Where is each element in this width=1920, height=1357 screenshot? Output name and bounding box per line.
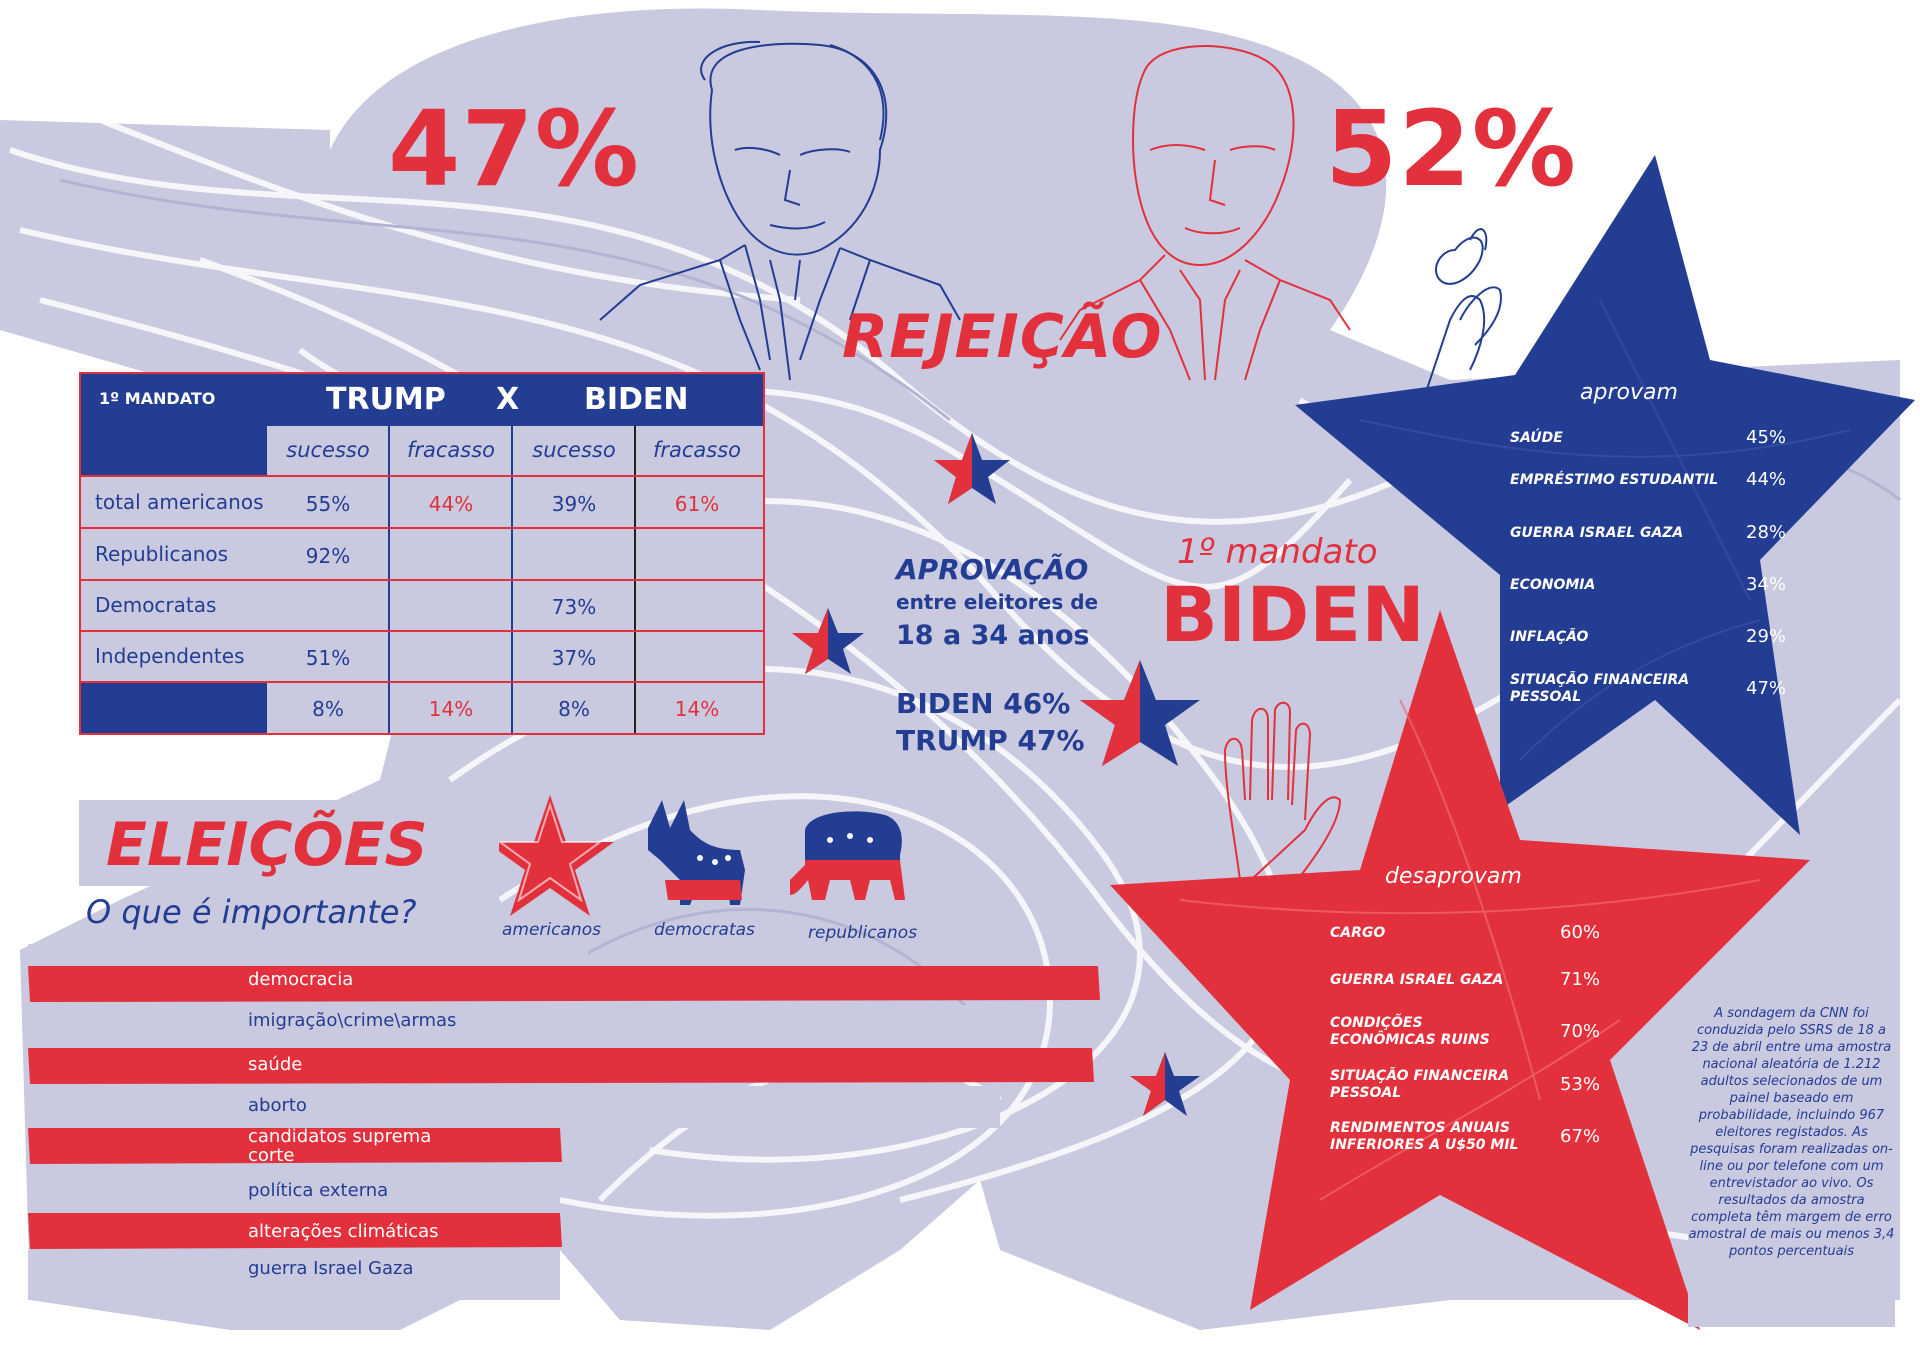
disapprove-item-label: CARGO [1330,925,1386,941]
table-title-x: X [496,382,520,417]
youth-approval-line1: entre eleitores de [896,590,1099,614]
issue-label: aborto [248,1095,307,1116]
issue-label: candidatos suprema corte [248,1126,432,1166]
table-cell: 73% [551,595,597,619]
table-cell: 14% [428,697,474,721]
split-star-2 [792,608,864,674]
disapprove-item-label: RENDIMENTOS ANUAIS INFERIORES A U$50 MIL [1330,1120,1519,1153]
table-title-biden: BIDEN [584,382,689,417]
americans-star-icon [486,795,614,916]
approve-item-label: ECONOMIA [1510,577,1596,593]
raised-hand-sketch [1223,701,1342,891]
subheader-trump-success: sucesso [286,438,370,462]
youth-approval-title: APROVAÇÃO [896,553,1089,586]
disapprove-item-value: 67% [1560,1126,1601,1147]
methodology-note: A sondagem da CNN foi conduzida pelo SSR… [1688,1005,1895,1327]
biden-rejection-pct: 52% [1325,88,1577,210]
trump-portrait [599,40,961,381]
elephant-icon [790,811,905,900]
youth-approval-line2: 18 a 34 anos [896,620,1090,651]
table-cell: 39% [551,492,597,516]
elections-title: ELEIÇÕES [106,810,428,880]
table-cell: 14% [674,697,720,721]
ok-hand-sketch [1419,228,1502,411]
election-stripes [28,966,1100,1300]
approve-item-label: GUERRA ISRAEL GAZA [1510,525,1684,541]
rejection-label: REJEIÇÃO [842,302,1163,372]
youth-approval-biden: BIDEN 46% [896,687,1071,720]
elections-subtitle: O que é importante? [86,893,417,931]
table-row-line [81,579,763,581]
approve-item-value: 28% [1746,522,1787,543]
row-label-total: total americanos [95,490,264,514]
approve-star-shape [1295,155,1915,835]
donkey-icon [648,800,745,905]
table-cell: 51% [305,646,351,670]
row-label-independents: Independentes [95,644,245,668]
mandate-table: 1º MANDATO TRUMP X BIDEN sucesso fracass… [79,372,765,735]
split-star-4 [1130,1052,1200,1116]
row-label-republicans: Republicanos [95,542,229,566]
approve-item-value: 47% [1746,678,1787,699]
disapprove-item-value: 53% [1560,1074,1601,1095]
issue-label: democracia [248,969,354,990]
table-row-line [81,681,763,683]
disapprove-star-title: desaprovam [1385,864,1522,889]
subheader-biden-success: sucesso [532,438,616,462]
subheader-biden-failure: fracasso [652,438,742,462]
table-header [81,374,763,426]
trump-rejection-pct: 47% [388,88,640,210]
issue-label: imigração\crime\armas [248,1010,457,1031]
table-cell: 44% [428,492,474,516]
table-cell: 37% [551,646,597,670]
table-row-line [81,475,763,477]
table-corner: 1º MANDATO [99,389,216,408]
disapprove-item-value: 60% [1560,922,1601,943]
table-row-bg [81,632,267,681]
biden-portrait [1059,45,1351,381]
issue-label: política externa [248,1180,389,1201]
table-title-trump: TRUMP [326,382,446,417]
table-cell: 8% [312,697,344,721]
approve-item-value: 45% [1746,427,1787,448]
approve-item-value: 44% [1746,469,1787,490]
table-cell: 61% [674,492,720,516]
column-republicans: republicanos [808,923,918,943]
split-star-1 [934,433,1010,504]
issue-label: alterações climáticas [248,1221,439,1242]
subheader-trump-failure: fracasso [406,438,496,462]
disapprove-item-label: CONDIÇÕES ECONÔMICAS RUINS [1330,1015,1490,1048]
table-row-line [81,630,763,632]
disapprove-item-value: 70% [1560,1021,1601,1042]
approve-item-label: EMPRÉSTIMO ESTUDANTIL [1510,472,1719,488]
approve-item-label: SAÚDE [1510,430,1563,446]
approve-item-label: INFLAÇÃO [1510,629,1589,645]
disapprove-item-label: SITUAÇÃO FINANCEIRA PESSOAL [1330,1068,1510,1101]
disapprove-item-value: 71% [1560,969,1601,990]
split-star-3 [1080,660,1200,766]
approve-item-value: 29% [1746,626,1787,647]
approve-star-title: aprovam [1580,380,1678,405]
disapprove-item-label: GUERRA ISRAEL GAZA [1330,972,1504,988]
table-cell: 92% [305,544,351,568]
issue-label: guerra Israel Gaza [248,1258,414,1279]
table-cell: 8% [558,697,590,721]
table-row-bg [81,529,267,579]
row-label-democrats: Democratas [95,593,217,617]
mandate-name: BIDEN [1160,570,1425,659]
table-cell: 55% [305,492,351,516]
youth-approval-trump: TRUMP 47% [896,724,1085,757]
table-row-line [81,527,763,529]
approve-item-value: 34% [1746,574,1787,595]
mandate-label: 1º mandato [1177,532,1378,572]
column-americans: americanos [502,920,601,940]
column-democrats: democratas [654,920,755,940]
approve-item-label: SITUAÇÃO FINANCEIRA PESSOAL [1510,672,1690,705]
table-row-bg [81,581,267,630]
issue-label: saúde [248,1054,303,1075]
disapprove-star-shape [1110,610,1810,1330]
table-row-bg [81,477,267,527]
